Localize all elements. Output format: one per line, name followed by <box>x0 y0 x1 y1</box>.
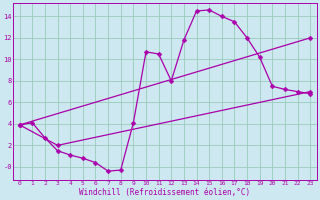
X-axis label: Windchill (Refroidissement éolien,°C): Windchill (Refroidissement éolien,°C) <box>79 188 251 197</box>
